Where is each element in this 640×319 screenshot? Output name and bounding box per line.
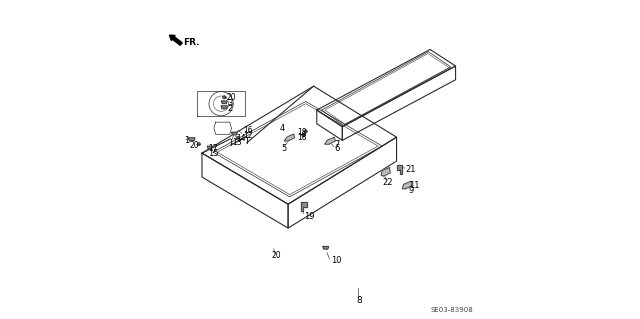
Text: 5: 5 — [281, 144, 286, 153]
Polygon shape — [221, 101, 227, 104]
Polygon shape — [403, 181, 412, 189]
Text: 13: 13 — [232, 138, 242, 147]
Text: 14: 14 — [236, 134, 246, 143]
Text: 9: 9 — [409, 186, 414, 195]
Text: 6: 6 — [334, 145, 340, 153]
Circle shape — [197, 143, 200, 146]
Polygon shape — [221, 106, 227, 109]
Polygon shape — [317, 110, 342, 140]
Text: 19: 19 — [304, 212, 314, 221]
Text: 18: 18 — [297, 128, 307, 137]
Polygon shape — [214, 122, 232, 134]
Text: 20: 20 — [271, 251, 281, 260]
Text: 2: 2 — [227, 104, 233, 113]
Text: 20: 20 — [190, 141, 200, 150]
Polygon shape — [301, 202, 307, 211]
Text: 22: 22 — [382, 178, 393, 187]
Text: 10: 10 — [331, 256, 342, 265]
Polygon shape — [284, 134, 294, 141]
Text: 12: 12 — [243, 131, 252, 140]
Text: 16: 16 — [243, 126, 252, 135]
Polygon shape — [317, 49, 456, 127]
Polygon shape — [397, 165, 403, 174]
Text: SE03-83908: SE03-83908 — [430, 307, 473, 313]
Text: 20: 20 — [226, 93, 236, 102]
Text: 3: 3 — [227, 99, 233, 108]
Text: 1: 1 — [184, 136, 189, 145]
Polygon shape — [288, 137, 397, 228]
Polygon shape — [342, 66, 456, 140]
Polygon shape — [202, 153, 288, 228]
Circle shape — [304, 130, 307, 133]
Text: 18: 18 — [297, 133, 307, 142]
Text: FR.: FR. — [184, 38, 200, 47]
Text: 17: 17 — [208, 144, 218, 153]
Polygon shape — [207, 146, 212, 148]
Circle shape — [302, 134, 305, 137]
Text: 8: 8 — [356, 296, 362, 305]
Circle shape — [236, 136, 239, 139]
Polygon shape — [202, 86, 397, 204]
Text: 21: 21 — [406, 165, 416, 174]
Text: 7: 7 — [334, 140, 340, 149]
Polygon shape — [232, 132, 237, 135]
Text: 15: 15 — [208, 149, 218, 158]
Circle shape — [223, 96, 226, 99]
Polygon shape — [323, 247, 328, 249]
Polygon shape — [189, 138, 195, 141]
Polygon shape — [381, 167, 390, 176]
FancyArrow shape — [170, 35, 182, 45]
Polygon shape — [197, 91, 245, 116]
Text: 4: 4 — [279, 124, 284, 133]
Text: 11: 11 — [409, 182, 419, 190]
Polygon shape — [324, 137, 335, 144]
